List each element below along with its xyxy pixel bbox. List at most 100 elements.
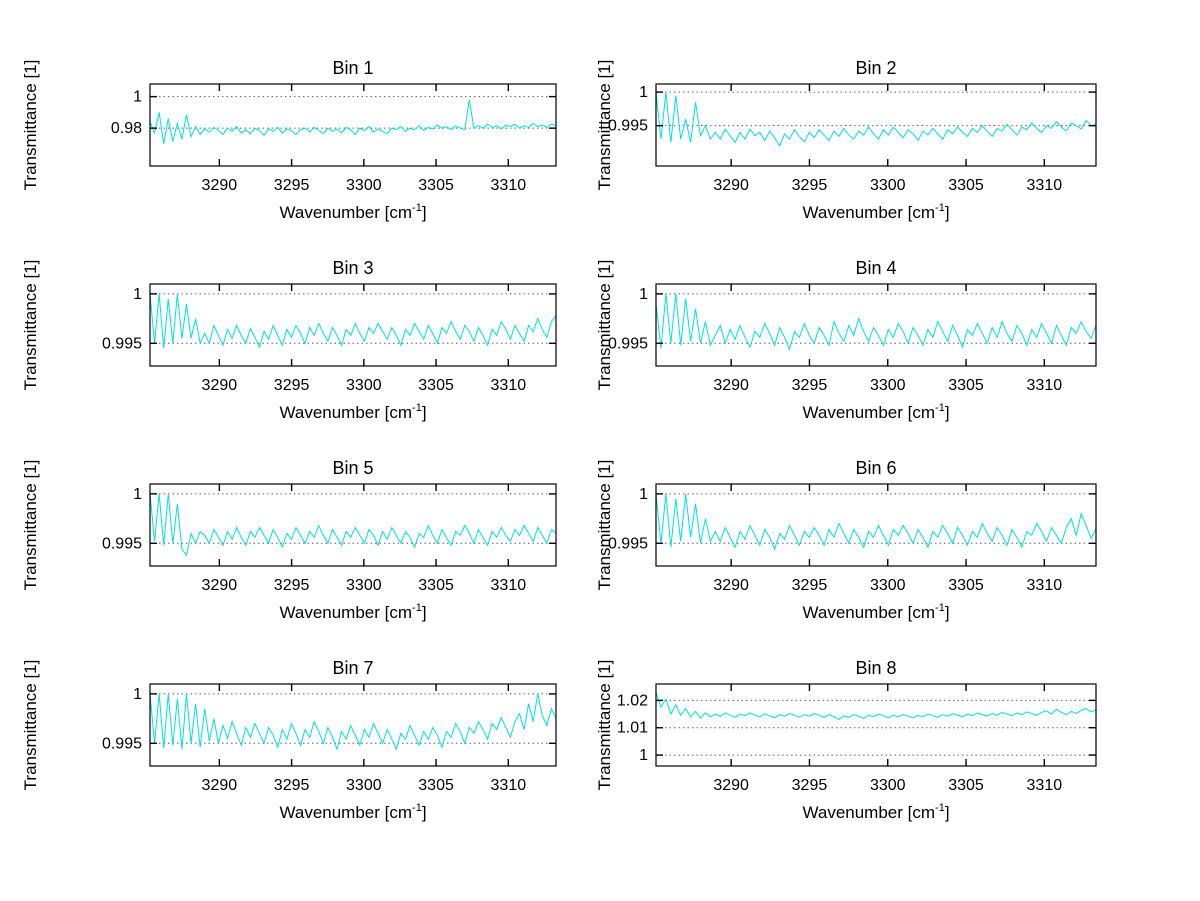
y-axis-label: Transmittance [1] <box>21 460 40 591</box>
x-tick-label: 3290 <box>713 777 749 794</box>
x-tick-label: 3300 <box>870 377 906 394</box>
spectrum-line <box>655 493 1097 551</box>
x-tick-label: 3305 <box>948 777 984 794</box>
subplot-bin-2: Bin 2 Transmittance [1] 3290 3295 3300 3305 33… <box>595 40 1200 240</box>
x-axis-label-superscript: -1 <box>935 602 945 614</box>
x-axis-label-text: Wavenumber [cm <box>279 803 412 822</box>
x-axis-label-text: Wavenumber [cm <box>802 803 935 822</box>
axes-box <box>655 283 1097 367</box>
spectrum-line <box>149 293 557 349</box>
subplot-title: Bin 2 <box>855 58 896 78</box>
y-axis-label: Transmittance [1] <box>21 260 40 391</box>
x-axis-label-superscript: -1 <box>412 402 422 414</box>
x-tick-label: 3300 <box>870 577 906 594</box>
x-axis-label: Wavenumber [cm-1] <box>802 602 949 622</box>
x-tick-label: 3295 <box>792 177 828 194</box>
x-axis-label-superscript: -1 <box>412 202 422 214</box>
y-tick-label: 0.995 <box>608 118 648 135</box>
y-tick-label: 0.995 <box>102 335 142 352</box>
x-tick-label: 3305 <box>418 577 454 594</box>
x-axis-label: Wavenumber [cm-1] <box>279 202 426 222</box>
subplot-canvas-bin-7: Bin 7 Transmittance [1] 3290 3295 3300 3305 33… <box>21 658 557 822</box>
x-axis-label-superscript: -1 <box>935 402 945 414</box>
y-axis-label: Transmittance [1] <box>21 660 40 791</box>
subplot-canvas-bin-8: Bin 8 Transmittance [1] 3290 3295 3300 3305 33… <box>595 658 1097 822</box>
x-tick-label: 3300 <box>870 177 906 194</box>
x-tick-label: 3310 <box>491 177 527 194</box>
x-axis-label: Wavenumber [cm-1] <box>802 202 949 222</box>
axes-box <box>655 683 1097 767</box>
y-tick-label: 1.02 <box>617 692 648 709</box>
x-tick-label: 3295 <box>274 777 310 794</box>
y-tick-label: 1 <box>639 286 648 303</box>
x-axis-label-text: Wavenumber [cm <box>802 603 935 622</box>
subplot-title: Bin 8 <box>855 658 896 678</box>
x-axis-label: Wavenumber [cm-1] <box>279 802 426 822</box>
x-axis-label: Wavenumber [cm-1] <box>802 802 949 822</box>
x-axis-label-superscript: -1 <box>412 802 422 814</box>
subplot-bin-3: Bin 3 Transmittance [1] 3290 3295 3300 3305 33… <box>0 240 600 440</box>
subplot-title: Bin 3 <box>332 258 373 278</box>
x-tick-label: 3300 <box>870 777 906 794</box>
x-axis-label-text: Wavenumber [cm <box>279 203 412 222</box>
x-tick-label: 3310 <box>1027 777 1063 794</box>
x-tick-label: 3290 <box>202 777 238 794</box>
spectrum-line <box>149 99 557 145</box>
x-axis-label-text: ] <box>945 803 950 822</box>
x-axis-label-superscript: -1 <box>935 802 945 814</box>
subplot-bin-5: Bin 5 Transmittance [1] 3290 3295 3300 3305 33… <box>0 440 600 640</box>
y-tick-label: 1 <box>133 686 142 703</box>
subplot-bin-7: Bin 7 Transmittance [1] 3290 3295 3300 3305 33… <box>0 640 600 840</box>
subplot-title: Bin 4 <box>855 258 896 278</box>
y-tick-label: 1 <box>639 84 648 101</box>
subplot-bin-4: Bin 4 Transmittance [1] 3290 3295 3300 3305 33… <box>595 240 1200 440</box>
spectrum-line <box>655 293 1097 351</box>
axes-box <box>149 683 557 767</box>
x-axis-label-text: Wavenumber [cm <box>802 203 935 222</box>
x-tick-label: 3300 <box>346 377 382 394</box>
subplot-canvas-bin-4: Bin 4 Transmittance [1] 3290 3295 3300 3305 33… <box>595 258 1097 422</box>
x-tick-label: 3310 <box>491 577 527 594</box>
x-tick-label: 3305 <box>948 177 984 194</box>
subplot-canvas-bin-6: Bin 6 Transmittance [1] 3290 3295 3300 3305 33… <box>595 458 1097 622</box>
x-axis-label: Wavenumber [cm-1] <box>279 402 426 422</box>
x-tick-label: 3295 <box>274 577 310 594</box>
x-tick-label: 3290 <box>713 177 749 194</box>
x-tick-label: 3295 <box>274 177 310 194</box>
x-axis-label-text: ] <box>945 203 950 222</box>
y-tick-label: 0.995 <box>608 335 648 352</box>
y-tick-label: 1 <box>639 747 648 764</box>
x-axis-label-text: ] <box>422 403 427 422</box>
axes-box <box>655 483 1097 567</box>
x-tick-label: 3300 <box>346 177 382 194</box>
spectrum-line <box>655 692 1097 721</box>
spectrum-line <box>149 493 557 557</box>
y-tick-label: 1 <box>133 89 142 106</box>
y-axis-label: Transmittance [1] <box>595 460 614 591</box>
x-axis-label-text: ] <box>422 203 427 222</box>
x-tick-label: 3290 <box>202 177 238 194</box>
x-axis-label-text: Wavenumber [cm <box>279 603 412 622</box>
subplot-canvas-bin-5: Bin 5 Transmittance [1] 3290 3295 3300 3305 33… <box>21 458 557 622</box>
x-tick-label: 3305 <box>948 377 984 394</box>
axes-box <box>149 283 557 367</box>
x-axis-label: Wavenumber [cm-1] <box>802 402 949 422</box>
y-tick-label: 1 <box>133 486 142 503</box>
x-tick-label: 3305 <box>418 377 454 394</box>
x-tick-label: 3300 <box>346 577 382 594</box>
subplot-title: Bin 6 <box>855 458 896 478</box>
axes-box <box>149 483 557 567</box>
y-axis-label: Transmittance [1] <box>595 260 614 391</box>
x-tick-label: 3295 <box>792 577 828 594</box>
y-tick-label: 0.995 <box>102 535 142 552</box>
x-axis-label-text: ] <box>422 803 427 822</box>
x-tick-label: 3295 <box>792 377 828 394</box>
x-tick-label: 3295 <box>274 377 310 394</box>
spectrum-line <box>655 92 1097 147</box>
x-tick-label: 3305 <box>948 577 984 594</box>
y-axis-label: Transmittance [1] <box>595 60 614 191</box>
x-axis-label: Wavenumber [cm-1] <box>279 602 426 622</box>
x-axis-label-superscript: -1 <box>412 602 422 614</box>
x-axis-label-text: Wavenumber [cm <box>279 403 412 422</box>
y-tick-label: 0.995 <box>608 535 648 552</box>
